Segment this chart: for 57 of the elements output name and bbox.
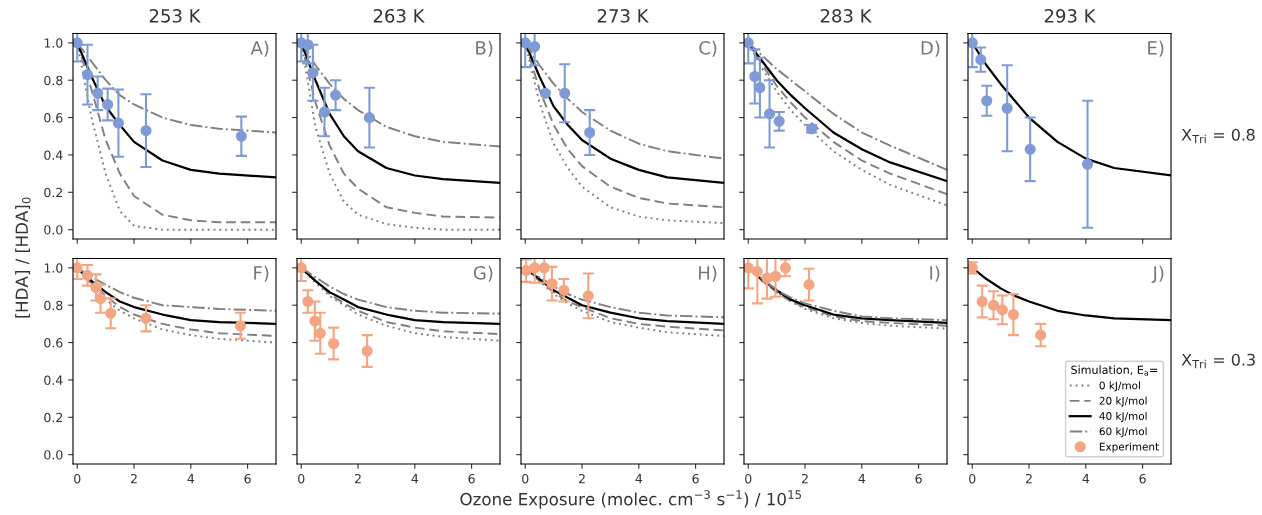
y-tick-label: 0.4: [44, 375, 63, 385]
legend-label: Experiment: [1099, 442, 1159, 453]
x-tick-label: 0: [745, 473, 752, 484]
y-tick-label: 0.2: [44, 187, 63, 198]
legend-title: Simulation, E$_{a}$=: [1071, 365, 1158, 376]
y-tick-label: 0.0: [44, 450, 63, 460]
annotation: H): [699, 265, 717, 282]
chart-title: 263 K: [373, 8, 425, 23]
x-axis-title: Ozone Exposure (molec. cm$^{−3}$ s$^{−1}$) / 10$^{15}$: [460, 490, 801, 509]
y-tick-label: 0.8: [44, 75, 63, 86]
x-tick-label: 0: [969, 473, 976, 484]
y-tick-label: 1.0: [44, 38, 63, 48]
x-tick-label: 4: [1082, 474, 1090, 484]
text: X$_{Tri}$ = 0.8: [1181, 128, 1255, 144]
x-tick-label: 6: [468, 473, 475, 484]
text: X$_{Tri}$ = 0.3: [1181, 353, 1255, 369]
legend-label: 20 kJ/mol: [1099, 396, 1147, 407]
x-tick-label: 0: [74, 473, 81, 484]
legend-label: 40 kJ/mol: [1099, 411, 1147, 422]
y-axis-title: [HDA] / [HDA]$_{0}$: [15, 197, 31, 318]
x-tick-label: 6: [692, 473, 699, 484]
chart-title: 283 K: [820, 8, 872, 23]
x-tick-label: 0: [298, 473, 305, 484]
annotation: E): [1148, 40, 1164, 57]
x-tick-label: 4: [858, 474, 866, 484]
annotation: B): [476, 40, 493, 57]
y-tick-label: 0.4: [44, 150, 63, 160]
annotation: J): [1151, 265, 1164, 284]
chart-title: 273 K: [597, 8, 649, 23]
annotation: D): [921, 40, 940, 57]
annotation: F): [254, 265, 269, 282]
x-tick-label: 6: [244, 473, 251, 484]
x-tick-label: 6: [915, 473, 922, 484]
y-tick-label: 0.6: [44, 338, 63, 348]
legend-label: 0 kJ/mol: [1099, 381, 1140, 392]
annotation: C): [699, 40, 717, 57]
annotation: A): [250, 40, 269, 57]
annotation: I): [930, 265, 940, 282]
legend-label: 60 kJ/mol: [1099, 427, 1147, 438]
x-tick-label: 6: [1139, 473, 1146, 484]
x-tick-label: 2: [130, 473, 137, 484]
y-tick-label: 1.0: [44, 263, 63, 273]
y-tick-label: 0.2: [44, 412, 63, 423]
y-tick-label: 0.0: [44, 225, 63, 235]
x-tick-label: 4: [635, 474, 643, 484]
y-tick-label: 0.8: [44, 300, 63, 311]
x-tick-label: 2: [801, 473, 808, 484]
x-tick-label: 2: [354, 473, 361, 484]
chart-title: 253 K: [149, 8, 201, 23]
x-tick-label: 2: [578, 473, 585, 484]
x-tick-label: 0: [522, 473, 529, 484]
x-tick-label: 4: [187, 474, 195, 484]
x-tick-label: 2: [1025, 473, 1032, 484]
x-tick-label: 4: [411, 474, 419, 484]
y-tick-label: 0.6: [44, 113, 63, 123]
annotation: G): [473, 265, 493, 282]
chart-title: 293 K: [1044, 8, 1096, 23]
